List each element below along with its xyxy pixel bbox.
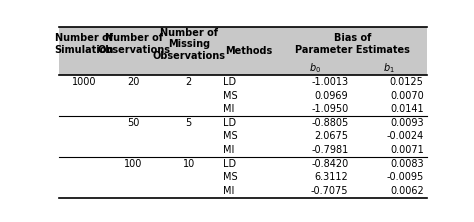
Text: 0.0083: 0.0083 bbox=[390, 159, 424, 169]
Text: 5: 5 bbox=[186, 118, 192, 128]
Text: 0.0070: 0.0070 bbox=[390, 91, 424, 101]
Text: MI: MI bbox=[223, 186, 235, 196]
Text: Methods: Methods bbox=[225, 46, 272, 56]
Text: MS: MS bbox=[223, 91, 238, 101]
Text: 20: 20 bbox=[128, 77, 140, 87]
Text: Number of
Observations: Number of Observations bbox=[97, 33, 170, 55]
Bar bbox=[59, 27, 427, 75]
Text: $b_0$: $b_0$ bbox=[309, 62, 320, 75]
Text: 0.0071: 0.0071 bbox=[390, 145, 424, 155]
Text: 50: 50 bbox=[128, 118, 140, 128]
Text: LD: LD bbox=[223, 118, 237, 128]
Text: -0.8420: -0.8420 bbox=[311, 159, 348, 169]
Text: Number of
Missing
Observations: Number of Missing Observations bbox=[152, 28, 225, 61]
Text: LD: LD bbox=[223, 77, 237, 87]
Text: -0.0024: -0.0024 bbox=[386, 131, 424, 141]
Text: 1000: 1000 bbox=[72, 77, 96, 87]
Text: -1.0950: -1.0950 bbox=[311, 104, 348, 114]
Text: -0.8805: -0.8805 bbox=[311, 118, 348, 128]
Text: 2.0675: 2.0675 bbox=[314, 131, 348, 141]
Text: MS: MS bbox=[223, 172, 238, 182]
Text: 6.3112: 6.3112 bbox=[315, 172, 348, 182]
Text: Bias of
Parameter Estimates: Bias of Parameter Estimates bbox=[295, 33, 410, 55]
Text: -0.7075: -0.7075 bbox=[311, 186, 348, 196]
Text: -0.0095: -0.0095 bbox=[386, 172, 424, 182]
Text: 10: 10 bbox=[182, 159, 195, 169]
Text: 0.0093: 0.0093 bbox=[390, 118, 424, 128]
Text: -0.7981: -0.7981 bbox=[311, 145, 348, 155]
Text: 2: 2 bbox=[186, 77, 192, 87]
Text: Number of
Simulation: Number of Simulation bbox=[55, 33, 114, 55]
Text: 0.0969: 0.0969 bbox=[315, 91, 348, 101]
Text: 0.0141: 0.0141 bbox=[390, 104, 424, 114]
Text: MI: MI bbox=[223, 104, 235, 114]
Text: MI: MI bbox=[223, 145, 235, 155]
Text: 0.0125: 0.0125 bbox=[390, 77, 424, 87]
Text: MS: MS bbox=[223, 131, 238, 141]
Text: 100: 100 bbox=[125, 159, 143, 169]
Text: $b_1$: $b_1$ bbox=[383, 62, 395, 75]
Text: -1.0013: -1.0013 bbox=[311, 77, 348, 87]
Text: LD: LD bbox=[223, 159, 237, 169]
Text: 0.0062: 0.0062 bbox=[390, 186, 424, 196]
